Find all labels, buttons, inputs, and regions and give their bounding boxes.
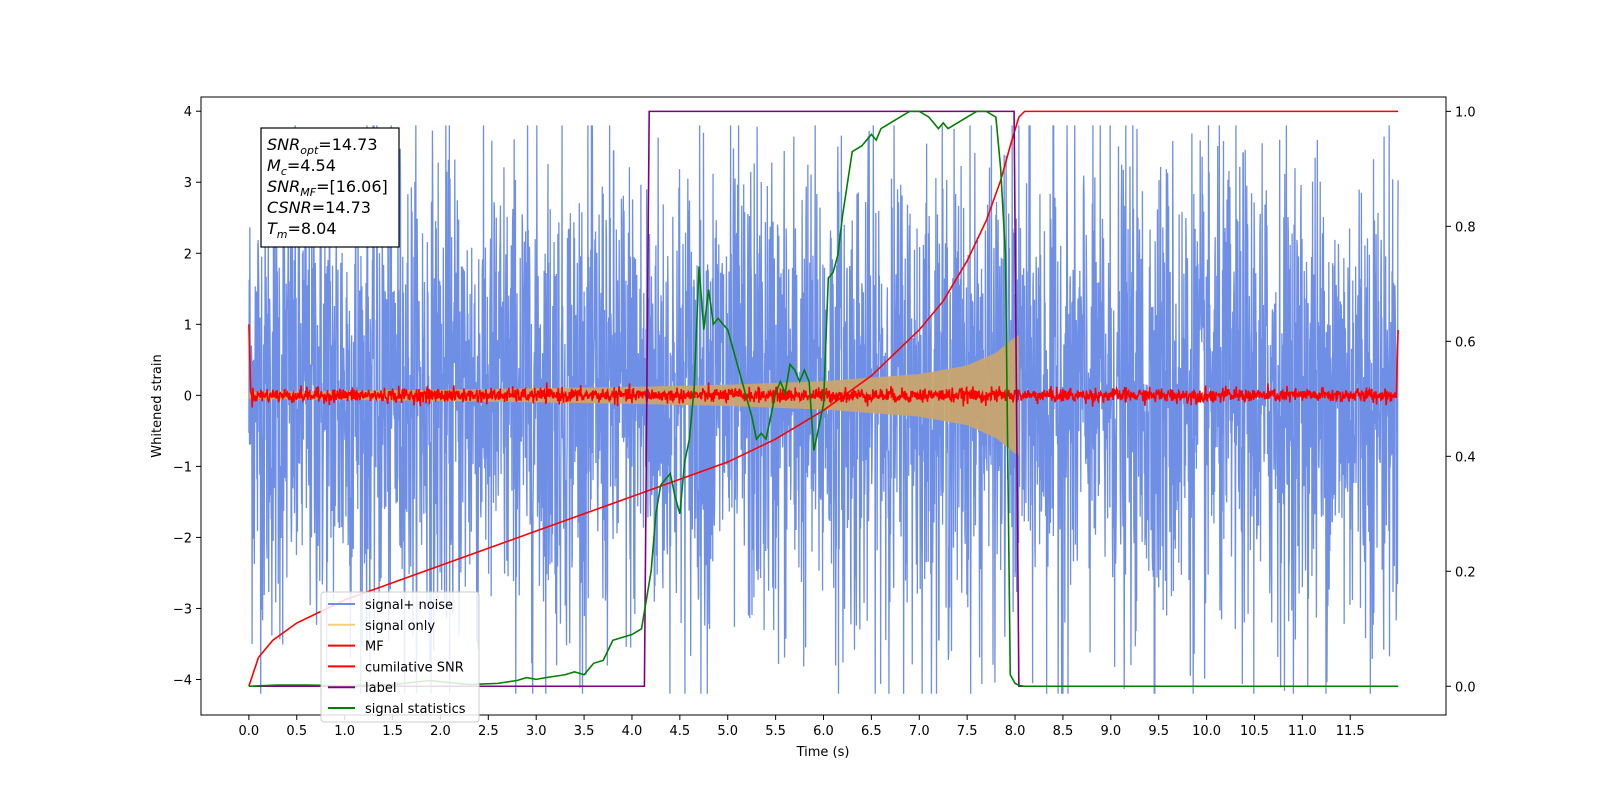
x-tick-label: 10.5 — [1240, 724, 1269, 739]
y-right-tick-label: 0.8 — [1455, 220, 1476, 235]
annotation-frame — [260, 127, 400, 248]
legend-label: MF — [365, 640, 384, 655]
legend-label: signal statistics — [365, 702, 466, 717]
legend-label: cumilative SNR — [365, 660, 464, 675]
y-right-tick-label: 0.4 — [1455, 450, 1476, 465]
x-axis-title: Time (s) — [796, 745, 850, 760]
annotation-line: CSNR=14.73 — [267, 198, 371, 217]
x-tick-label: 6.0 — [813, 724, 834, 739]
y-right-tick-label: 0.6 — [1455, 335, 1476, 350]
y-axis-title: Whitened strain — [150, 354, 165, 457]
x-tick-label: 5.5 — [765, 724, 786, 739]
series-signal-statistics — [248, 110, 1399, 688]
x-tick-label: 7.5 — [957, 724, 978, 739]
x-tick-label: 10.0 — [1192, 724, 1221, 739]
y-left-tick-label: 2 — [184, 247, 192, 262]
x-tick-label: 0.5 — [286, 724, 307, 739]
x-tick-label: 1.5 — [382, 724, 403, 739]
annotation-line: Tm=8.04 — [267, 219, 337, 241]
y-left-tick-label: 3 — [184, 176, 192, 191]
legend-label: signal only — [365, 619, 435, 634]
snr-annotation-box: SNRopt=14.73Mc=4.54SNRMF=[16.06]CSNR=14.… — [260, 127, 400, 248]
y-right-tick-label: 0.2 — [1455, 565, 1476, 580]
legend-label: label — [365, 681, 396, 696]
x-tick-label: 5.0 — [717, 724, 738, 739]
x-tick-label: 1.0 — [334, 724, 355, 739]
y-left-tick-label: −3 — [173, 602, 192, 617]
x-tick-label: 4.5 — [670, 724, 691, 739]
x-tick-label: 8.0 — [1005, 724, 1026, 739]
y-axis-left: 4 3 2 1 0 −1 −2 −3 −4 — [173, 105, 201, 688]
y-left-tick-label: 0 — [184, 389, 192, 404]
annotation-line: Mc=4.54 — [267, 156, 336, 178]
y-right-tick-label: 0.0 — [1455, 680, 1476, 695]
x-tick-label: 9.5 — [1148, 724, 1169, 739]
y-left-tick-label: 1 — [184, 318, 192, 333]
y-left-tick-label: −1 — [173, 460, 192, 475]
x-tick-label: 2.0 — [430, 724, 451, 739]
x-tick-label: 3.0 — [526, 724, 547, 739]
y-left-tick-label: −2 — [173, 531, 192, 546]
x-tick-label: 9.0 — [1100, 724, 1121, 739]
x-tick-label: 7.0 — [909, 724, 930, 739]
x-tick-label: 2.5 — [478, 724, 499, 739]
series-signal-noise — [248, 125, 1399, 694]
annotation-line: SNRMF=[16.06] — [267, 177, 388, 199]
legend: signal+ noise signal only MF cumilative SNR… — [320, 591, 480, 723]
x-axis: 0.0 0.5 1.0 1.5 2.0 2.5 3.0 3.5 4.0 4.5 5.0 5.5 6.0 6… — [239, 715, 1365, 739]
x-tick-label: 8.5 — [1053, 724, 1074, 739]
y-left-tick-label: 4 — [184, 105, 192, 120]
x-tick-label: 6.5 — [861, 724, 882, 739]
x-tick-label: 11.0 — [1288, 724, 1317, 739]
x-tick-label: 0.0 — [239, 724, 260, 739]
legend-frame — [320, 591, 480, 723]
x-tick-label: 4.0 — [622, 724, 643, 739]
x-tick-label: 11.5 — [1336, 724, 1365, 739]
y-left-tick-label: −4 — [173, 673, 192, 688]
legend-label: signal+ noise — [365, 598, 453, 613]
y-axis-right: 1.0 0.8 0.6 0.4 0.2 0.0 — [1446, 105, 1476, 695]
x-tick-label: 3.5 — [574, 724, 595, 739]
y-right-tick-label: 1.0 — [1455, 105, 1476, 120]
annotation-line: SNRopt=14.73 — [267, 135, 378, 157]
